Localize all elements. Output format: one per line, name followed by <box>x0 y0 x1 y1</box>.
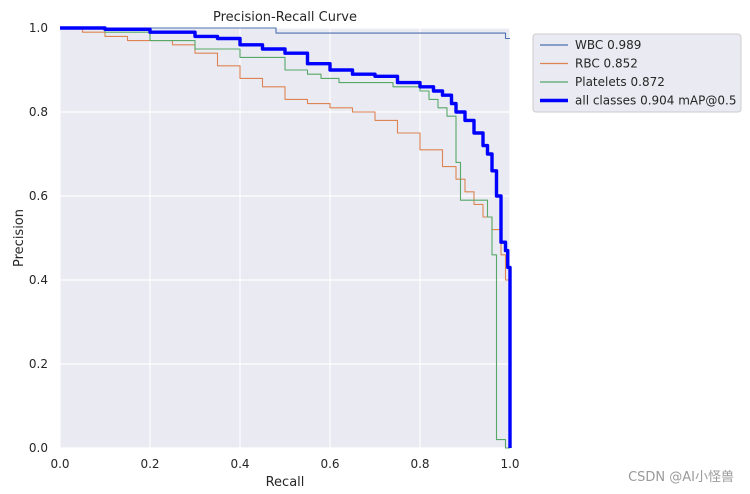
y-tick-label: 0.0 <box>29 441 48 455</box>
x-tick-label: 0.8 <box>410 457 429 471</box>
series-line-wbc-0 <box>60 27 510 40</box>
x-tick-label: 0.6 <box>320 457 339 471</box>
legend: WBC 0.989 RBC 0.852 Platelets 0.872 all cla… <box>532 33 742 113</box>
chart-title: Precision-Recall Curve <box>213 10 357 25</box>
series-line-all-3 <box>60 26 512 448</box>
tick-labels: 0.0 0.2 0.4 0.6 0.8 1.0 0.0 0.2 0.4 0.6 0.8 1.0 <box>29 21 520 471</box>
series-layer <box>60 26 512 449</box>
x-tick-label: 0.0 <box>50 457 69 471</box>
legend-label: Platelets 0.872 <box>575 75 665 89</box>
y-axis-label: Precision <box>12 209 27 267</box>
series-line-platelets-2 <box>60 27 510 449</box>
y-tick-label: 0.2 <box>29 357 48 371</box>
y-tick-label: 1.0 <box>29 21 48 35</box>
y-tick-label: 0.8 <box>29 105 48 119</box>
y-tick-label: 0.6 <box>29 189 48 203</box>
legend-label: RBC 0.852 <box>575 57 638 71</box>
legend-box <box>532 33 742 113</box>
x-axis-label: Recall <box>266 475 305 490</box>
y-tick-label: 0.4 <box>29 273 48 287</box>
legend-label: all classes 0.904 mAP@0.5 <box>575 94 736 108</box>
x-tick-label: 1.0 <box>500 457 519 471</box>
x-tick-label: 0.4 <box>230 457 249 471</box>
grid-lines <box>59 27 511 449</box>
legend-label: WBC 0.989 <box>575 38 641 52</box>
series-line-rbc-1 <box>60 27 511 322</box>
watermark: CSDN @AI小怪兽 <box>628 470 734 485</box>
x-tick-label: 0.2 <box>140 457 159 471</box>
